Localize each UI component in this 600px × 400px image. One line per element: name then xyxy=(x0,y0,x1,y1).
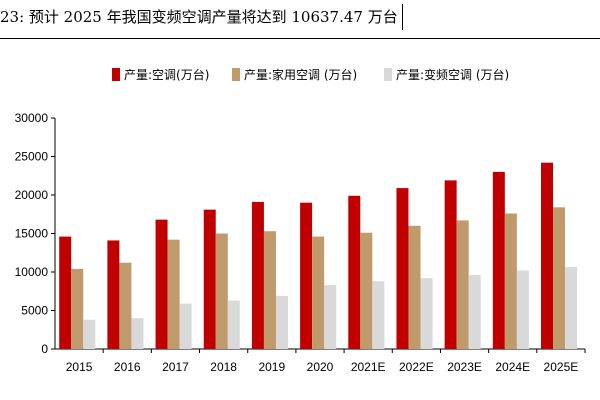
bar-1-2022E xyxy=(396,188,409,349)
bar-1-2020 xyxy=(300,202,313,349)
x-tick-label: 2022E xyxy=(399,360,434,374)
x-tick-label: 2015 xyxy=(66,360,93,374)
bar-1-2021E xyxy=(348,195,361,349)
bar-2-2023E xyxy=(456,220,469,349)
x-tick-label: 2025E xyxy=(544,360,579,374)
legend-item-series-1: 产量:空调(万台) xyxy=(112,66,209,83)
legend-label-series-3: 产量:变频空调 (万台) xyxy=(396,68,510,82)
y-tick-label: 25000 xyxy=(15,150,49,164)
bar-3-2015 xyxy=(83,319,96,349)
bar-1-2025E xyxy=(541,162,554,349)
bar-3-2020 xyxy=(324,285,337,349)
bar-3-2023E xyxy=(468,275,481,349)
bar-3-2018 xyxy=(227,300,240,349)
bar-2-2022E xyxy=(408,225,421,349)
legend-swatch-series-1 xyxy=(112,68,120,81)
y-tick-label: 30000 xyxy=(15,111,49,125)
y-tick-label: 15000 xyxy=(15,227,49,241)
bar-3-2024E xyxy=(516,270,529,349)
y-tick-label: 20000 xyxy=(15,188,49,202)
bar-1-2016 xyxy=(107,240,120,349)
bar-2-2015 xyxy=(71,268,84,349)
legend-label-series-2: 产量:家用空调 (万台) xyxy=(244,68,358,82)
legend-item-series-2: 产量:家用空调 (万台) xyxy=(232,66,357,83)
bar-3-2017 xyxy=(179,303,192,349)
y-tick-label: 5000 xyxy=(21,304,48,318)
y-tick-label: 0 xyxy=(41,342,48,356)
bar-2-2017 xyxy=(167,239,180,349)
bar-1-2015 xyxy=(59,236,72,349)
bar-3-2019 xyxy=(276,295,289,349)
figure-title: 23: 预计 2025 年我国变频空调产量将达到 10637.47 万台 xyxy=(0,4,403,30)
bar-1-2019 xyxy=(251,201,264,349)
bar-1-2018 xyxy=(203,209,216,349)
x-tick-label: 2018 xyxy=(210,360,237,374)
title-divider xyxy=(0,38,600,39)
legend-item-series-3: 产量:变频空调 (万台) xyxy=(384,66,509,83)
legend: 产量:空调(万台) 产量:家用空调 (万台) 产量:变频空调 (万台) xyxy=(0,66,600,86)
bar-2-2021E xyxy=(360,232,373,349)
x-tick-label: 2016 xyxy=(114,360,141,374)
bar-1-2017 xyxy=(155,219,168,349)
bar-2-2018 xyxy=(215,233,228,349)
bar-3-2022E xyxy=(420,278,433,349)
x-tick-label: 2023E xyxy=(447,360,482,374)
x-tick-label: 2021E xyxy=(351,360,386,374)
bar-2-2020 xyxy=(312,236,325,349)
bar-2-2024E xyxy=(504,213,517,349)
x-tick-label: 2017 xyxy=(162,360,189,374)
bar-3-2025E xyxy=(565,267,578,349)
bar-2-2016 xyxy=(119,262,132,349)
legend-label-series-1: 产量:空调(万台) xyxy=(124,68,210,82)
x-tick-label: 2024E xyxy=(495,360,530,374)
bar-1-2023E xyxy=(444,180,457,349)
bar-3-2021E xyxy=(372,281,385,349)
bar-2-2019 xyxy=(263,231,276,349)
legend-swatch-series-3 xyxy=(384,68,392,81)
legend-swatch-series-2 xyxy=(232,68,240,81)
x-tick-label: 2019 xyxy=(258,360,285,374)
bar-2-2025E xyxy=(553,207,566,349)
y-tick-label: 10000 xyxy=(15,265,49,279)
bar-1-2024E xyxy=(492,171,505,349)
bar-3-2016 xyxy=(131,318,144,349)
x-tick-label: 2020 xyxy=(307,360,334,374)
